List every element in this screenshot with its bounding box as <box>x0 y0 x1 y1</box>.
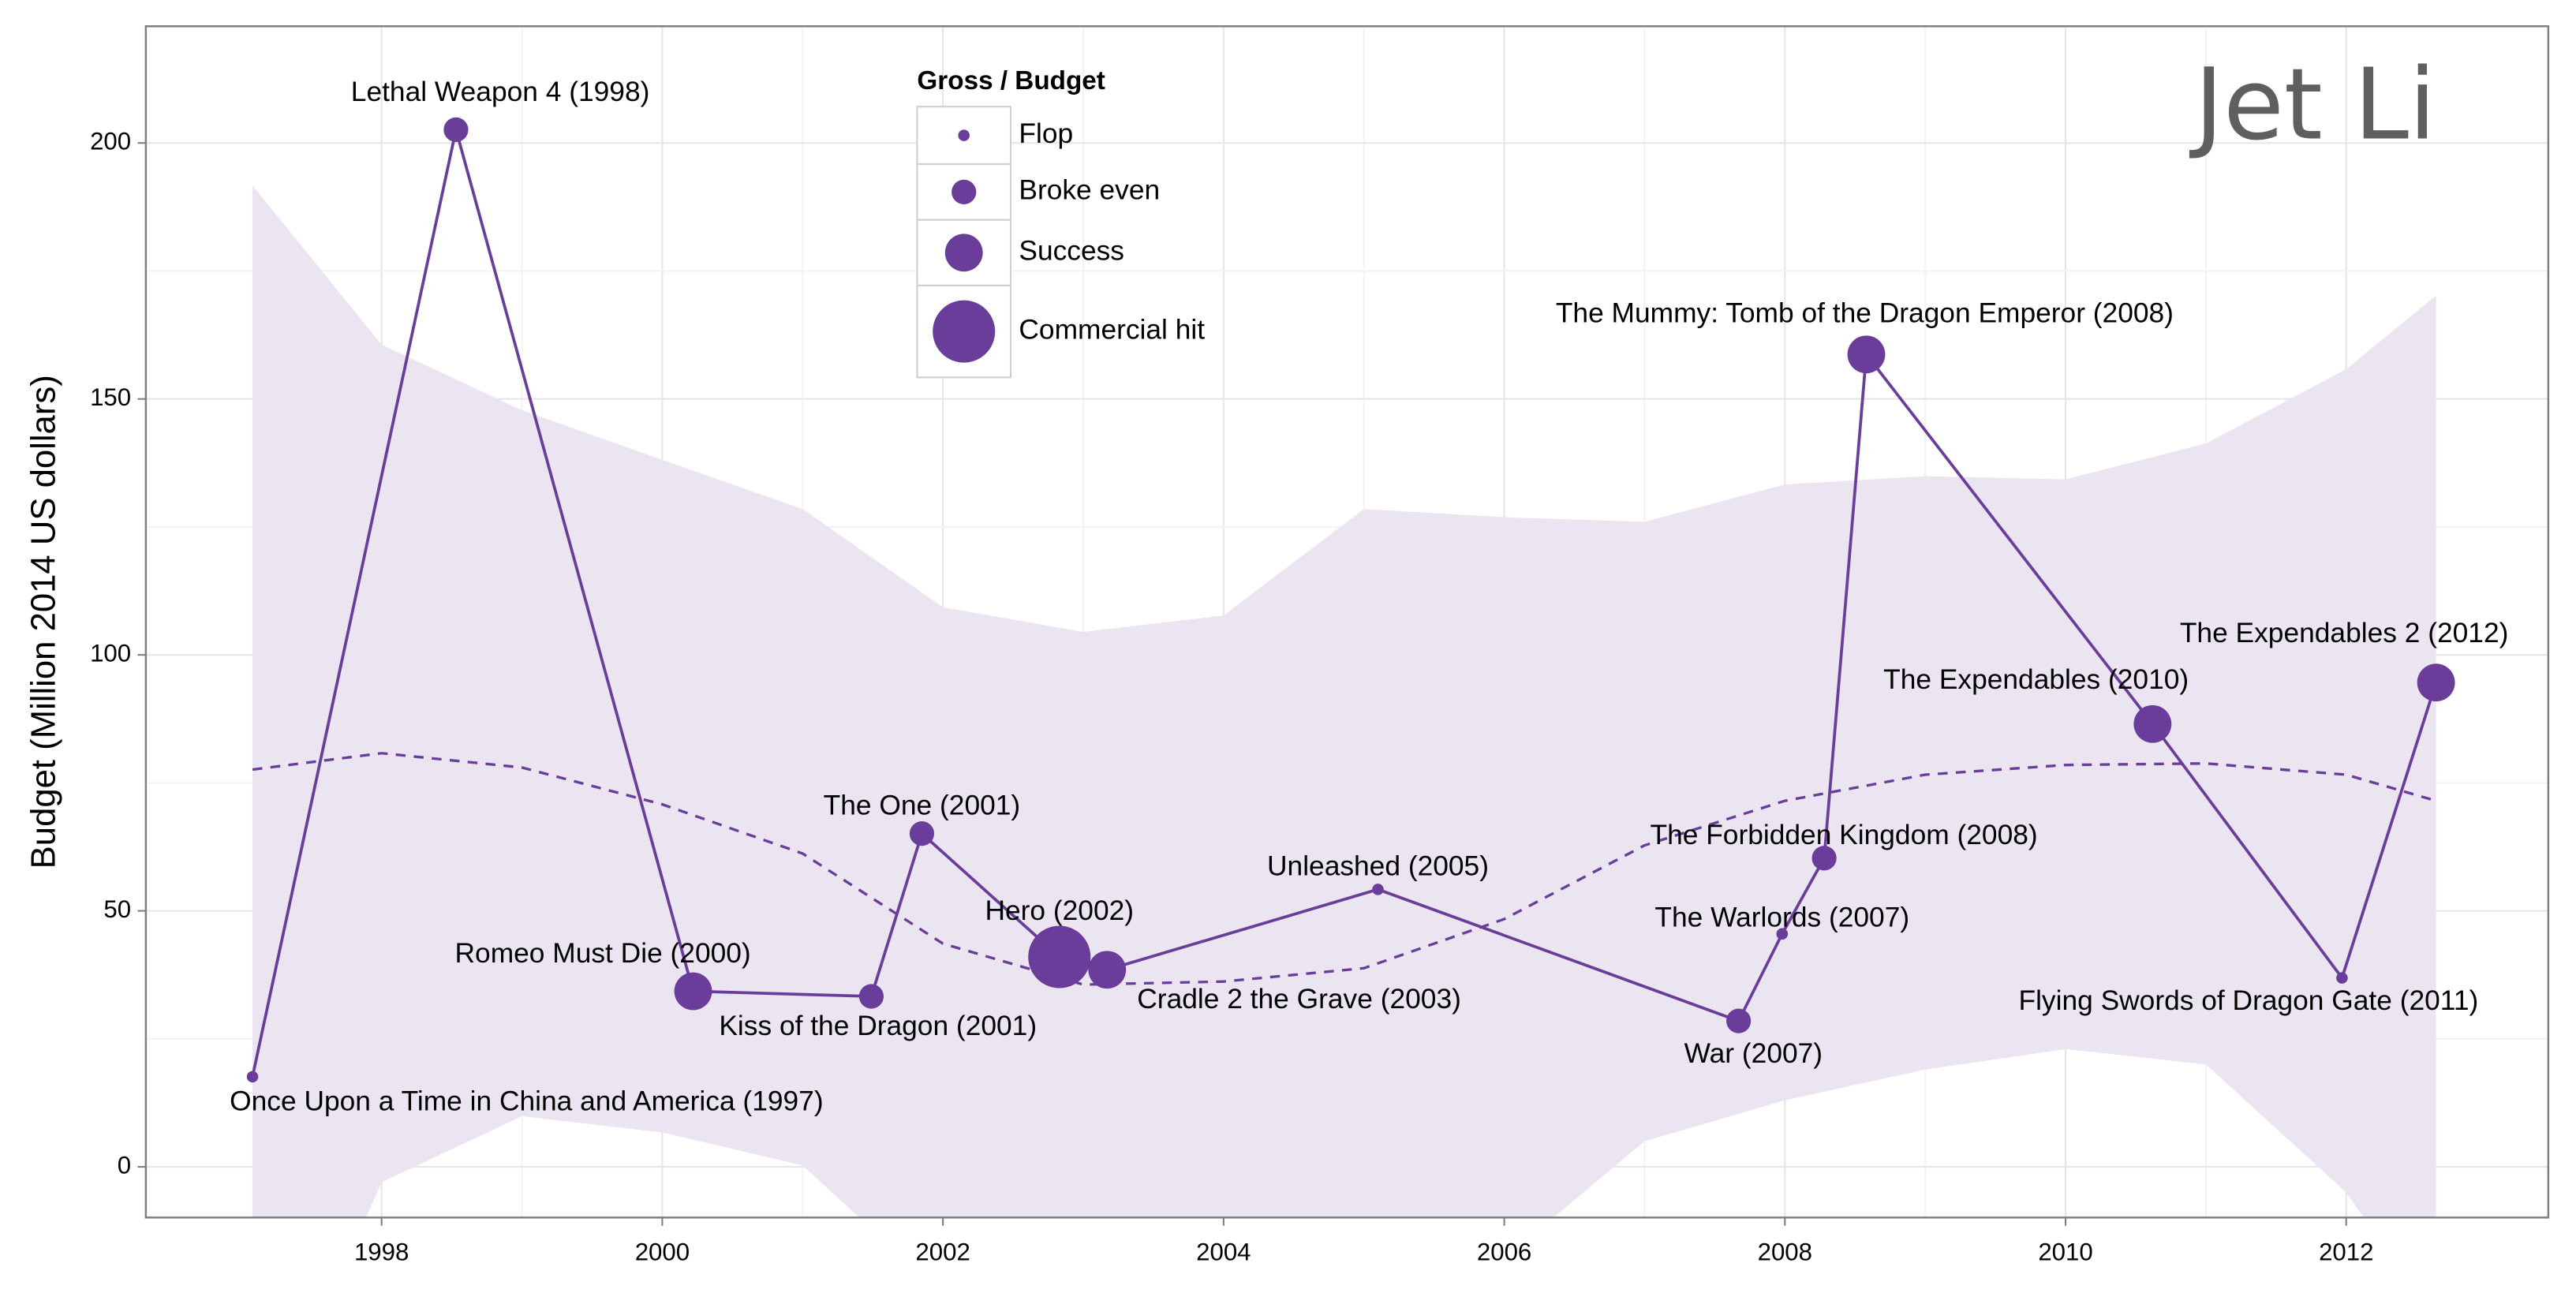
point <box>1028 925 1091 988</box>
y-tick-label: 150 <box>90 383 131 411</box>
chart-title: Jet Li <box>2189 48 2436 163</box>
y-axis-label: Budget (Million 2014 US dollars) <box>24 375 63 869</box>
point <box>1726 1008 1752 1033</box>
point <box>858 984 884 1009</box>
trend-line <box>252 752 2437 986</box>
point <box>2417 663 2455 702</box>
point-label: Cradle 2 the Grave (2003) <box>1137 984 1461 1015</box>
x-tick-label: 2008 <box>1758 1238 1812 1265</box>
point <box>1776 928 1789 940</box>
y-tick-label: 200 <box>90 127 131 155</box>
legend-key <box>916 106 1012 166</box>
legend-symbol <box>944 234 983 272</box>
point-label: Kiss of the Dragon (2001) <box>719 1011 1037 1041</box>
point <box>1811 846 1837 871</box>
x-tick-label: 2004 <box>1196 1238 1251 1265</box>
point-label: Once Upon a Time in China and America (1… <box>230 1086 823 1116</box>
point-label: The Forbidden Kingdom (2008) <box>1650 820 2037 850</box>
legend-label: Success <box>1019 236 1124 267</box>
x-tick-label: 2000 <box>635 1238 690 1265</box>
point <box>2336 972 2348 984</box>
point <box>674 972 712 1011</box>
x-tick-label: 2002 <box>915 1238 970 1265</box>
legend-label: Broke even <box>1019 175 1160 206</box>
point-label: Hero (2002) <box>985 895 1134 926</box>
x-tick-label: 1998 <box>354 1238 409 1265</box>
point-label: The Mummy: Tomb of the Dragon Emperor (2… <box>1556 298 2174 329</box>
legend-label: Commercial hit <box>1019 314 1205 345</box>
point-label: Flying Swords of Dragon Gate (2011) <box>2018 985 2478 1016</box>
point <box>1088 951 1127 989</box>
point-label: War (2007) <box>1684 1038 1823 1069</box>
plot-border <box>144 25 2550 1219</box>
y-tick-label: 100 <box>90 639 131 667</box>
point <box>1847 335 1886 374</box>
point-label: The Expendables (2010) <box>1883 664 2189 695</box>
point-label: The One (2001) <box>824 790 1021 821</box>
x-tick-label: 2012 <box>2319 1238 2373 1265</box>
point <box>443 117 469 142</box>
point <box>909 821 935 846</box>
confidence-band <box>252 185 2436 1218</box>
point-label: The Warlords (2007) <box>1654 902 1909 932</box>
x-tick-label: 2010 <box>2038 1238 2092 1265</box>
legend-symbol <box>933 300 996 363</box>
y-tick-label: 50 <box>103 895 131 923</box>
point-label: Romeo Must Die (2000) <box>455 938 751 969</box>
y-tick-label: 0 <box>118 1151 131 1179</box>
legend-symbol <box>952 179 977 204</box>
x-tick-label: 2006 <box>1477 1238 1531 1265</box>
point-label: The Expendables 2 (2012) <box>2180 618 2509 648</box>
point <box>1372 884 1384 895</box>
point <box>2133 704 2172 743</box>
point <box>246 1071 259 1083</box>
point-label: Unleashed (2005) <box>1267 851 1489 882</box>
point-label: Lethal Weapon 4 (1998) <box>351 77 650 107</box>
legend-symbol <box>958 129 970 141</box>
legend-title: Gross / Budget <box>917 66 1105 95</box>
legend-label: Flop <box>1019 118 1073 149</box>
